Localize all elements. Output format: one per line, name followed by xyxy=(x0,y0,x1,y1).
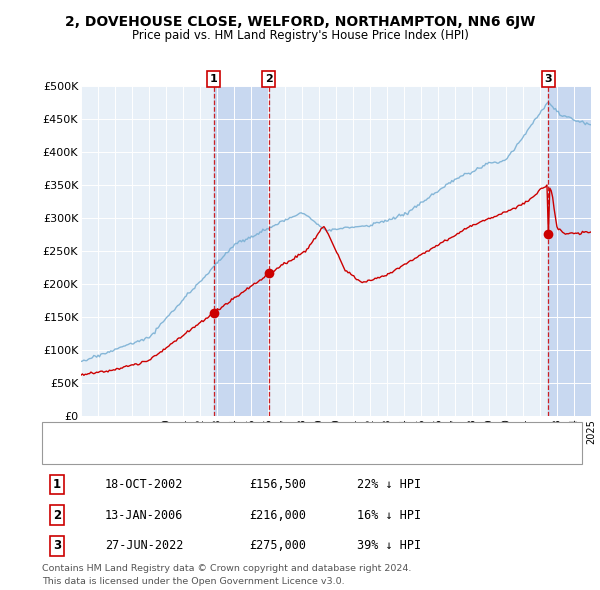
Text: £216,000: £216,000 xyxy=(249,509,306,522)
Text: £275,000: £275,000 xyxy=(249,539,306,552)
Text: 27-JUN-2022: 27-JUN-2022 xyxy=(105,539,184,552)
Text: Contains HM Land Registry data © Crown copyright and database right 2024.: Contains HM Land Registry data © Crown c… xyxy=(42,564,412,573)
Text: 16% ↓ HPI: 16% ↓ HPI xyxy=(357,509,421,522)
Text: 2: 2 xyxy=(265,74,272,84)
Text: 1: 1 xyxy=(53,478,61,491)
Text: 13-JAN-2006: 13-JAN-2006 xyxy=(105,509,184,522)
Text: 2, DOVEHOUSE CLOSE, WELFORD, NORTHAMPTON, NN6 6JW (detached house): 2, DOVEHOUSE CLOSE, WELFORD, NORTHAMPTON… xyxy=(81,429,491,439)
Text: 18-OCT-2002: 18-OCT-2002 xyxy=(105,478,184,491)
Text: £156,500: £156,500 xyxy=(249,478,306,491)
Text: ———: ——— xyxy=(49,446,87,459)
Bar xyxy=(548,86,591,416)
Text: 2: 2 xyxy=(53,509,61,522)
Text: 39% ↓ HPI: 39% ↓ HPI xyxy=(357,539,421,552)
Text: 2, DOVEHOUSE CLOSE, WELFORD, NORTHAMPTON, NN6 6JW: 2, DOVEHOUSE CLOSE, WELFORD, NORTHAMPTON… xyxy=(65,15,535,29)
Text: This data is licensed under the Open Government Licence v3.0.: This data is licensed under the Open Gov… xyxy=(42,577,344,586)
Text: 1: 1 xyxy=(210,74,217,84)
Text: Price paid vs. HM Land Registry's House Price Index (HPI): Price paid vs. HM Land Registry's House … xyxy=(131,30,469,42)
Text: 22% ↓ HPI: 22% ↓ HPI xyxy=(357,478,421,491)
Bar xyxy=(214,86,269,416)
Text: 3: 3 xyxy=(544,74,552,84)
Text: ———: ——— xyxy=(49,427,87,440)
Text: HPI: Average price, detached house, West Northamptonshire: HPI: Average price, detached house, West… xyxy=(81,447,398,457)
Text: 3: 3 xyxy=(53,539,61,552)
